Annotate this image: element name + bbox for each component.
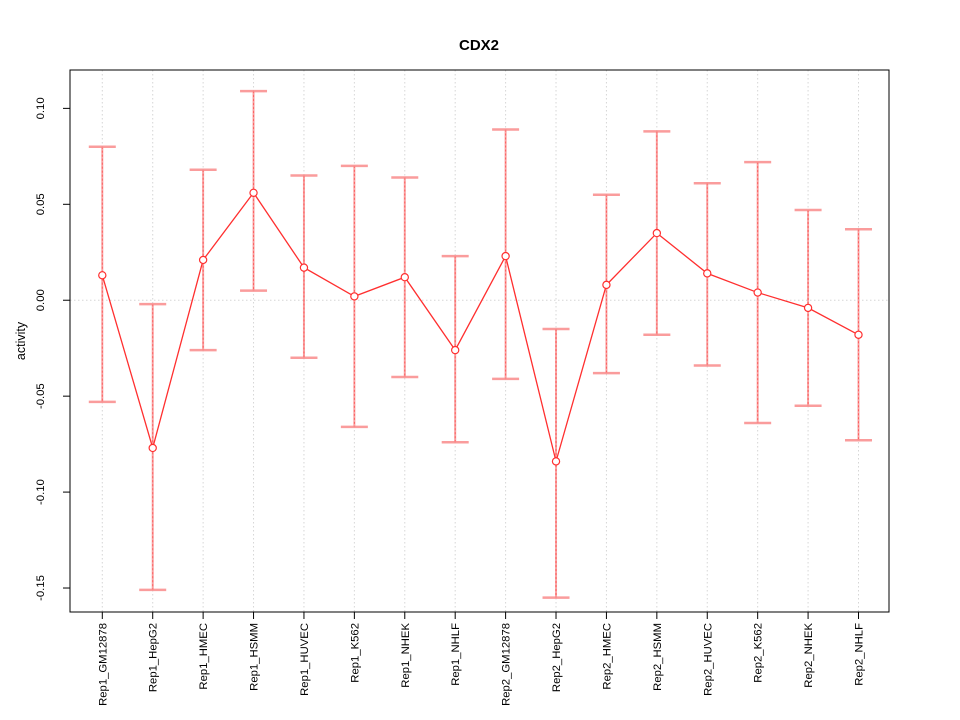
data-point — [299, 263, 309, 272]
x-tick-label: Rep1_HUVEC — [299, 623, 311, 696]
chart-title: CDX2 — [459, 37, 499, 54]
x-tick-label: Rep1_HSMM — [249, 623, 261, 691]
x-tick-label: Rep1_NHLF — [450, 623, 462, 686]
x-tick-label: Rep2_NHLF — [853, 623, 865, 686]
data-point — [652, 228, 662, 238]
x-tick-label: Rep2_HMEC — [601, 623, 613, 690]
x-tick-label: Rep1_NHEK — [400, 623, 412, 688]
data-point — [450, 345, 460, 355]
data-point — [854, 330, 863, 339]
series-line — [101, 191, 859, 464]
x-tick-label: Rep2_K562 — [753, 623, 765, 683]
y-tick-label: -0.05 — [35, 383, 47, 409]
data-point — [803, 303, 813, 313]
data-point — [602, 280, 611, 290]
y-tick-label: -0.15 — [35, 575, 47, 601]
x-tick-label: Rep1_HepG2 — [148, 623, 160, 692]
data-point — [703, 269, 712, 278]
data-point — [249, 188, 258, 197]
x-tick-label: Rep1_HMEC — [198, 623, 210, 690]
y-tick-label: 0.10 — [35, 97, 47, 119]
data-point — [551, 457, 561, 466]
y-axis-label: activity — [14, 321, 28, 360]
data-point — [148, 443, 157, 453]
x-tick-label: Rep2_HSMM — [652, 623, 664, 691]
data-point — [350, 292, 359, 301]
plot-border — [69, 69, 890, 613]
x-tick-label: Rep1_K562 — [349, 623, 361, 683]
data-point — [400, 273, 409, 282]
y-tick-label: -0.10 — [35, 479, 47, 505]
data-point — [753, 288, 762, 297]
x-tick-label: Rep2_HUVEC — [702, 623, 714, 696]
x-tick-label: Rep2_GM12878 — [501, 623, 513, 706]
y-tick-label: 0.00 — [35, 289, 47, 311]
data-point — [98, 271, 107, 280]
data-point — [198, 255, 208, 265]
y-tick-label: 0.05 — [35, 193, 47, 215]
x-tick-label: Rep1_GM12878 — [97, 623, 109, 706]
x-tick-label: Rep2_NHEK — [803, 623, 815, 688]
x-tick-label: Rep2_HepG2 — [551, 623, 563, 692]
data-point — [501, 251, 510, 261]
